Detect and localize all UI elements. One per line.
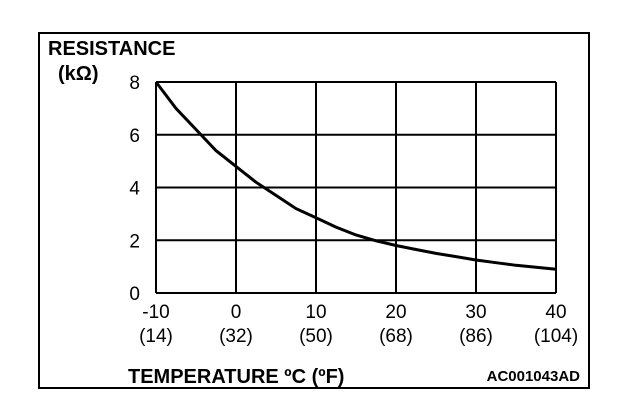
x-tick-label-fahrenheit: (32) — [219, 326, 253, 347]
series-line — [154, 81, 557, 271]
y-tick-label: 2 — [129, 231, 140, 252]
x-tick-label: 30 — [465, 302, 486, 323]
outer-frame — [38, 32, 590, 389]
y-tick-label: 0 — [129, 284, 140, 305]
y-axis-label: (kΩ) — [58, 63, 98, 85]
chart-title: RESISTANCE — [48, 38, 175, 60]
x-tick-label: -10 — [142, 302, 169, 323]
x-tick-label-fahrenheit: (50) — [299, 326, 333, 347]
x-tick-label: 40 — [545, 302, 566, 323]
y-tick-label: 6 — [129, 126, 140, 147]
y-tick-label: 4 — [129, 179, 140, 200]
y-tick-labels: 0 2 4 6 8 — [129, 73, 140, 305]
x-tick-label-fahrenheit: (68) — [379, 326, 413, 347]
grid — [155, 81, 557, 294]
y-tick-label: 8 — [129, 73, 140, 94]
x-axis-label: TEMPERATURE ºC (ºF) — [128, 366, 344, 388]
x-tick-label-fahrenheit: (14) — [139, 326, 173, 347]
x-tick-label-fahrenheit: (104) — [534, 326, 578, 347]
x-tick-labels: -10 (14) 0 (32) 10 (50) 20 (68) 30 (86) 40 (104) — [139, 302, 578, 347]
x-tick-label: 20 — [385, 302, 406, 323]
x-tick-label: 10 — [305, 302, 326, 323]
figure-code: AC001043AD — [487, 368, 581, 385]
x-tick-label-fahrenheit: (86) — [459, 326, 493, 347]
x-tick-label: 0 — [231, 302, 242, 323]
